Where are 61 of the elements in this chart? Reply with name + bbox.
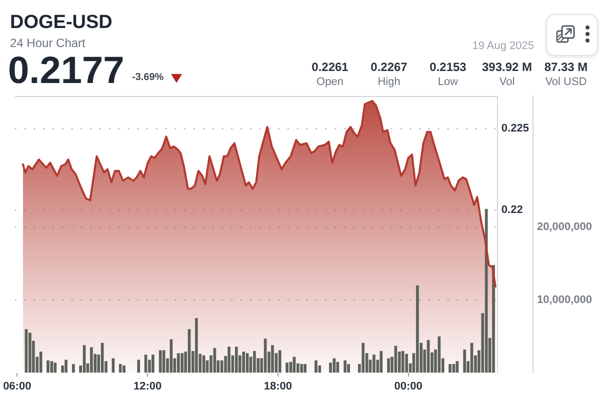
- bar: [137, 360, 140, 373]
- x-tick-label: 00:00: [394, 380, 422, 392]
- bar: [72, 364, 75, 373]
- bar: [271, 345, 274, 373]
- text: 87.33 M: [543, 60, 589, 75]
- bar: [387, 358, 390, 373]
- text: Vol: [498, 75, 516, 90]
- bar: [362, 342, 365, 373]
- text: 0.2267: [370, 60, 408, 75]
- bar: [380, 350, 383, 373]
- bar: [347, 364, 350, 373]
- bar: [314, 360, 318, 373]
- bar: [372, 354, 376, 373]
- y2-tick-label: 20,000,000: [536, 221, 592, 234]
- bar: [484, 208, 488, 373]
- bar: [90, 347, 93, 373]
- text: 393.92 M: [480, 60, 534, 75]
- text: Vol USD: [544, 75, 588, 90]
- y-tick-label: 0.22: [501, 204, 523, 216]
- bar: [220, 360, 224, 373]
- text: -3.69%: [132, 72, 164, 84]
- text: 0.2153: [428, 60, 468, 75]
- x-tick-label: 12:00: [133, 380, 162, 392]
- bar: [28, 332, 32, 373]
- text: Low: [436, 75, 460, 90]
- bar: [118, 364, 122, 373]
- bar: [46, 360, 50, 373]
- bar: [242, 352, 246, 373]
- bar: [162, 350, 166, 373]
- bar: [122, 366, 126, 373]
- text: High: [376, 75, 402, 90]
- bar: [195, 318, 198, 373]
- bar: [54, 362, 57, 373]
- bar: [448, 364, 452, 373]
- bar: [304, 364, 307, 373]
- bar: [176, 353, 180, 373]
- chart-subtitle: 24 Hour Chart: [10, 36, 86, 50]
- bar: [463, 349, 466, 373]
- bar: [234, 346, 238, 373]
- chart-title: DOGE-USD: [10, 12, 112, 34]
- bar: [180, 353, 184, 373]
- bar: [152, 354, 154, 373]
- bar: [286, 362, 288, 373]
- bar: [401, 350, 404, 373]
- bar: [300, 364, 304, 373]
- x-tick-label: 18:00: [264, 380, 292, 392]
- y2-tick-label: 10,000,000: [536, 294, 592, 306]
- bar: [416, 285, 419, 373]
- text: Open: [316, 75, 344, 90]
- bar: [278, 350, 282, 373]
- bar: [344, 360, 346, 373]
- bar: [253, 350, 256, 373]
- bar: [64, 360, 68, 373]
- text: 19 Aug 2025: [472, 40, 534, 53]
- x-tick-label: 06:00: [3, 380, 32, 392]
- bar: [158, 350, 162, 373]
- text: 0.2177: [8, 50, 124, 92]
- bar: [405, 354, 408, 373]
- y-tick-label: 0.225: [501, 122, 529, 135]
- bar: [228, 346, 230, 373]
- text: 0.2261: [310, 60, 350, 75]
